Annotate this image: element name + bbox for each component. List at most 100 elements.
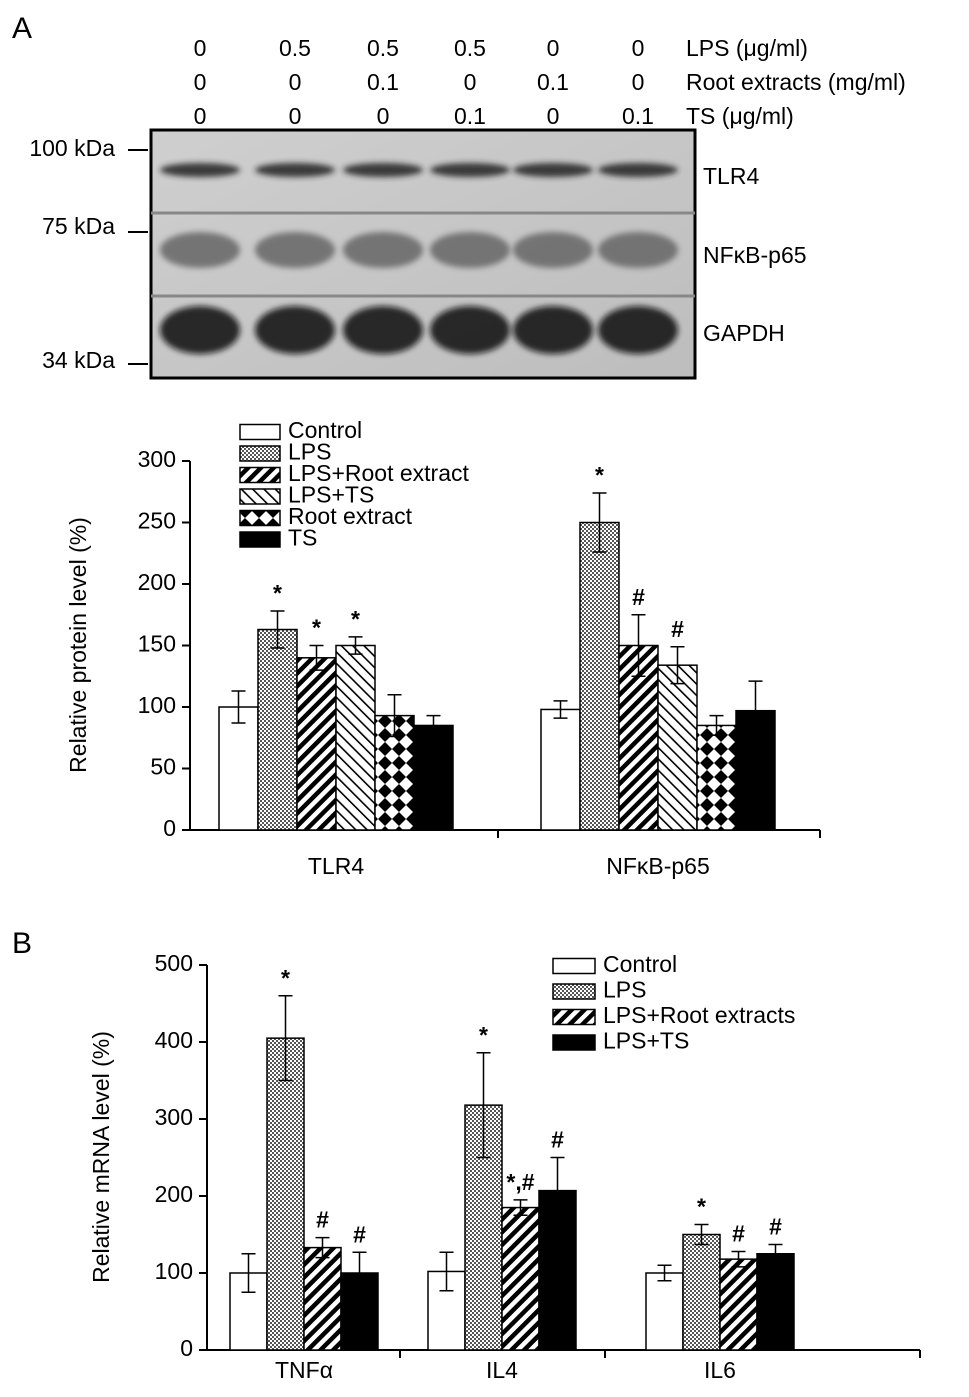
y-tick-label: 200 xyxy=(155,1181,193,1207)
band xyxy=(343,306,423,354)
condition-value: 0.1 xyxy=(367,69,399,95)
y-tick-label: 500 xyxy=(155,950,193,976)
error-bar xyxy=(387,693,402,738)
error-bar xyxy=(550,1156,565,1225)
error-bar xyxy=(513,1199,528,1216)
bar xyxy=(540,708,581,831)
error-bar xyxy=(352,1251,367,1295)
y-axis-label: Relative protein level (%) xyxy=(65,517,91,773)
legend-label: Control xyxy=(288,417,362,443)
condition-value: 0.1 xyxy=(537,69,569,95)
condition-label: TS (μg/ml) xyxy=(686,103,794,129)
significance-label: * xyxy=(281,965,290,991)
y-tick-label: 100 xyxy=(155,1258,193,1284)
band xyxy=(513,306,593,354)
bar xyxy=(579,521,620,831)
significance-label: *,# xyxy=(506,1169,534,1195)
error-bar xyxy=(278,995,293,1082)
x-tick-label: TNFα xyxy=(275,1357,333,1383)
condition-value: 0 xyxy=(194,103,207,129)
legend-swatch xyxy=(239,423,281,441)
band xyxy=(255,306,335,354)
y-tick-label: 300 xyxy=(155,1104,193,1130)
legend-swatch xyxy=(239,509,281,527)
y-tick-label: 250 xyxy=(138,508,176,534)
error-bar xyxy=(270,610,285,649)
legend-label: TS xyxy=(288,525,317,551)
x-tick-label: IL4 xyxy=(486,1357,518,1383)
error-bar xyxy=(694,1223,709,1246)
band xyxy=(430,232,510,268)
y-tick-label: 200 xyxy=(138,569,176,595)
legend-label: LPS+Root extracts xyxy=(603,1002,795,1028)
legend-label: LPS+Root extract xyxy=(288,460,470,486)
condition-value: 0.1 xyxy=(454,103,486,129)
significance-label: # xyxy=(551,1127,564,1153)
band xyxy=(343,232,423,268)
y-tick-label: 0 xyxy=(163,815,176,841)
legend-label: LPS+TS xyxy=(288,482,374,508)
error-bar xyxy=(348,636,363,655)
legend-label: LPS xyxy=(603,977,646,1003)
condition-value: 0 xyxy=(632,69,645,95)
legend-swatch xyxy=(552,1008,596,1026)
legend-swatch xyxy=(239,466,281,484)
y-tick-label: 50 xyxy=(150,754,176,780)
condition-value: 0 xyxy=(289,69,302,95)
condition-value: 0.5 xyxy=(454,35,486,61)
band-label: NFκB-p65 xyxy=(703,242,807,268)
legend-swatch xyxy=(239,445,281,462)
significance-label: # xyxy=(671,616,684,642)
error-bar xyxy=(592,492,607,553)
legend-swatch xyxy=(239,488,281,505)
band xyxy=(255,163,335,177)
bar xyxy=(296,657,337,831)
legend-label: LPS xyxy=(288,439,331,465)
error-bar xyxy=(731,1250,746,1268)
condition-value: 0 xyxy=(377,103,390,129)
condition-label: Root extracts (mg/ml) xyxy=(686,69,906,95)
bar xyxy=(501,1206,540,1351)
y-axis-label: Relative mRNA level (%) xyxy=(88,1031,114,1283)
bar xyxy=(682,1233,721,1351)
error-bar xyxy=(315,1236,330,1259)
y-tick-label: 150 xyxy=(138,631,176,657)
band xyxy=(598,306,678,354)
error-bar xyxy=(439,1251,454,1292)
error-bar xyxy=(709,714,724,737)
legend-swatch xyxy=(552,983,596,1000)
bar xyxy=(218,706,259,831)
legend-swatch xyxy=(239,531,281,548)
x-tick-label: IL6 xyxy=(704,1357,736,1383)
panel-label: A xyxy=(12,12,32,45)
band xyxy=(598,163,678,177)
legend-label: Control xyxy=(603,951,677,977)
error-bar xyxy=(768,1243,783,1264)
error-bar xyxy=(670,645,685,685)
error-bar xyxy=(231,690,246,724)
significance-label: # xyxy=(769,1214,782,1240)
bar xyxy=(257,628,298,831)
band xyxy=(255,232,335,268)
legend-label: Root extract xyxy=(288,503,413,529)
bar xyxy=(303,1246,342,1351)
band-label: GAPDH xyxy=(703,320,785,346)
error-bar xyxy=(426,714,441,737)
condition-value: 0 xyxy=(289,103,302,129)
condition-value: 0.5 xyxy=(279,35,311,61)
band xyxy=(160,232,240,268)
bar xyxy=(657,664,698,831)
marker-label: 100 kDa xyxy=(29,135,115,161)
condition-value: 0 xyxy=(464,69,477,95)
error-bar xyxy=(309,644,324,671)
significance-label: * xyxy=(351,606,360,632)
bar xyxy=(266,1037,305,1351)
condition-value: 0 xyxy=(547,35,560,61)
condition-value: 0 xyxy=(632,35,645,61)
band xyxy=(160,163,240,177)
y-tick-label: 300 xyxy=(138,446,176,472)
x-tick-label: NFκB-p65 xyxy=(606,853,710,879)
y-tick-label: 100 xyxy=(138,692,176,718)
error-bar xyxy=(476,1052,491,1159)
